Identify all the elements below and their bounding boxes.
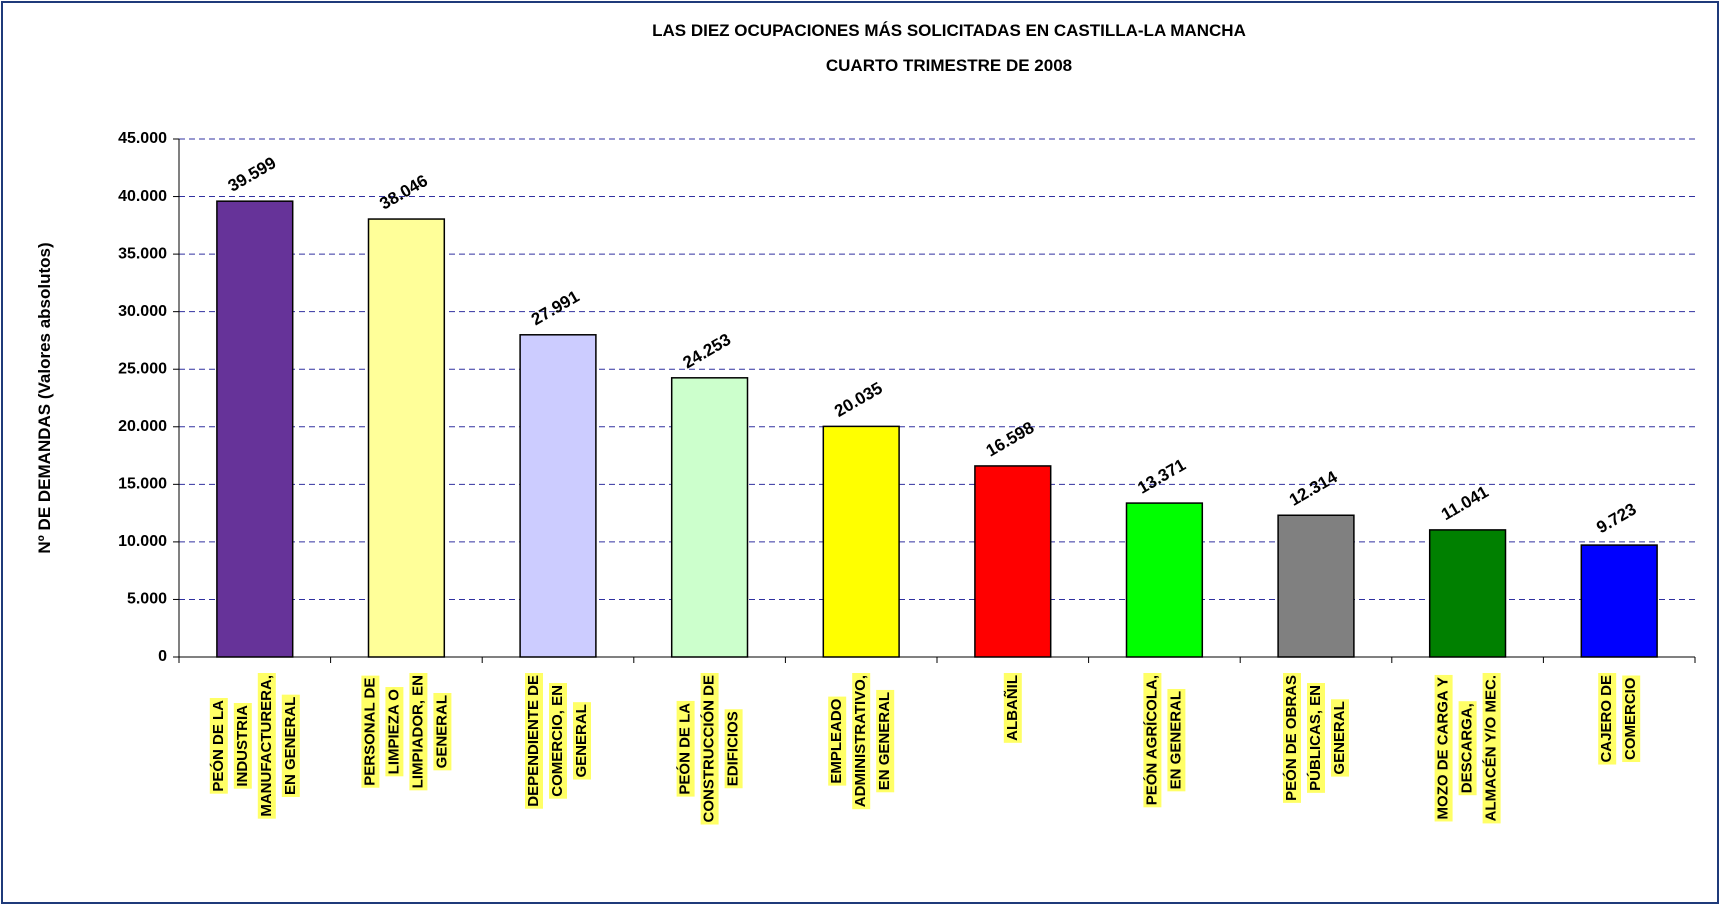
y-tick-label: 0 (158, 648, 167, 665)
label-highlight (573, 702, 591, 780)
x-tick-label-group: EMPLEADO ADMINISTRATIVO, EN GENERAL (828, 673, 895, 810)
bar (1428, 529, 1507, 658)
label-highlight (1331, 699, 1349, 777)
x-tick-label: GENERAL (433, 695, 450, 768)
x-tick-label: PEÓN DE OBRAS (1282, 675, 1300, 801)
x-tick-label: CAJERO DE (1598, 675, 1615, 763)
x-tick-label-group: DEPENDIENTE DE COMERCIO, EN GENERAL (525, 673, 591, 809)
bar (216, 200, 294, 658)
label-highlight (724, 709, 743, 789)
x-tick-label: PÚBLICAS, EN (1306, 685, 1324, 791)
bar (1125, 502, 1204, 658)
y-tick-label: 25.000 (118, 360, 167, 377)
y-tick-label: 10.000 (118, 533, 167, 550)
x-tick-label: INDUSTRIA (234, 705, 251, 787)
x-tick-label-group: CAJERO DE COMERCIO (1598, 673, 1641, 765)
y-tick-label: 20.000 (118, 418, 167, 435)
label-highlight (1307, 683, 1325, 793)
label-highlight (385, 687, 404, 777)
label-highlight (209, 697, 228, 794)
x-tick-label-group: PEÓN AGRÍCOLA, EN GENERAL (1142, 673, 1186, 808)
x-tick-label: PEÓN DE LA (209, 700, 227, 792)
y-tick-label: 40.000 (118, 188, 167, 205)
label-highlight (1598, 673, 1617, 765)
x-tick-label-group: MOZO DE CARGA Y DESCARGA, ALMACÉN Y/O MEC. (1434, 673, 1501, 824)
x-tick-label: LIMPIEZA O (385, 689, 402, 775)
x-tick-label: ADMINISTRATIVO, (852, 675, 869, 807)
x-tick-label-group: PEÓN DE OBRAS PÚBLICAS, EN GENERAL (1282, 673, 1349, 803)
bar (519, 334, 597, 658)
bar (1277, 514, 1355, 658)
x-tick-label: CONSTRUCCIÓN DE (700, 675, 718, 823)
bar (974, 465, 1052, 658)
x-tick-label-group: ALBAÑIL (1003, 673, 1022, 743)
x-tick-label: DESCARGA, (1459, 703, 1476, 793)
x-tick-label: ALBAÑIL (1003, 675, 1021, 741)
x-tick-label: PEÓN DE LA (676, 703, 694, 795)
label-highlight (1167, 688, 1186, 792)
x-tick-label: DEPENDIENTE DE (525, 675, 542, 807)
x-tick-label: GENERAL (573, 704, 590, 777)
chart-subtitle: CUARTO TRIMESTRE DE 2008 (826, 56, 1072, 75)
x-tick-label: EMPLEADO (828, 698, 845, 783)
y-tick-label: 35.000 (118, 245, 167, 262)
x-tick-label: EDIFICIOS (725, 711, 742, 786)
label-highlight (828, 696, 847, 786)
x-tick-label: PEÓN AGRÍCOLA, (1142, 675, 1160, 805)
y-tick-label: 30.000 (118, 303, 167, 320)
x-tick-label: PERSONAL DE (361, 678, 378, 786)
label-highlight (1003, 673, 1022, 743)
y-axis-label: Nº DE DEMANDAS (Valores absolutos) (35, 242, 54, 553)
x-tick-label: MANUFACTURERA, (258, 675, 275, 817)
label-highlight (1143, 673, 1162, 808)
x-tick-label: GENERAL (1331, 701, 1348, 774)
x-tick-label-group: PEÓN DE LA CONSTRUCCIÓN DE EDIFICIOS (676, 673, 743, 825)
x-tick-label: EN GENERAL (1167, 691, 1184, 789)
label-highlight (281, 694, 300, 798)
x-tick-label-group: PERSONAL DE LIMPIEZA O LIMPIADOR, EN GENERA… (361, 673, 452, 791)
label-highlight (1622, 675, 1641, 763)
x-tick-label-group: PEÓN DE LA INDUSTRIA MANUFACTURERA, EN GENE… (209, 673, 300, 819)
label-highlight (525, 673, 543, 809)
label-highlight (852, 673, 871, 810)
x-tick-label: COMERCIO, EN (549, 685, 566, 797)
label-highlight (700, 673, 719, 825)
label-highlight (549, 683, 567, 799)
label-highlight (433, 693, 452, 771)
label-highlight (233, 703, 252, 789)
x-tick-label: EN GENERAL (876, 692, 893, 790)
label-highlight (1434, 674, 1453, 822)
label-highlight (409, 673, 428, 791)
label-highlight (1482, 673, 1501, 824)
x-tick-label: MOZO DE CARGA Y (1435, 677, 1452, 820)
label-highlight (876, 689, 895, 793)
y-tick-label: 45.000 (118, 130, 167, 147)
x-tick-label: LIMPIADOR, EN (409, 675, 426, 788)
label-highlight (676, 700, 695, 797)
x-tick-label: EN GENERAL (282, 697, 299, 795)
x-tick-label: ALMACÉN Y/O MEC. (1483, 675, 1500, 821)
bar (822, 425, 900, 658)
chart-title: LAS DIEZ OCUPACIONES MÁS SOLICITADAS EN … (652, 21, 1246, 40)
x-tick-label: COMERCIO (1622, 677, 1639, 760)
bar (670, 377, 749, 658)
y-tick-label: 15.000 (118, 476, 167, 493)
label-highlight (257, 673, 276, 819)
label-highlight (1283, 673, 1301, 803)
bar (1580, 544, 1658, 658)
label-highlight (1458, 701, 1477, 796)
y-tick-label: 5.000 (127, 591, 167, 608)
label-highlight (361, 675, 380, 788)
bar (367, 218, 446, 658)
